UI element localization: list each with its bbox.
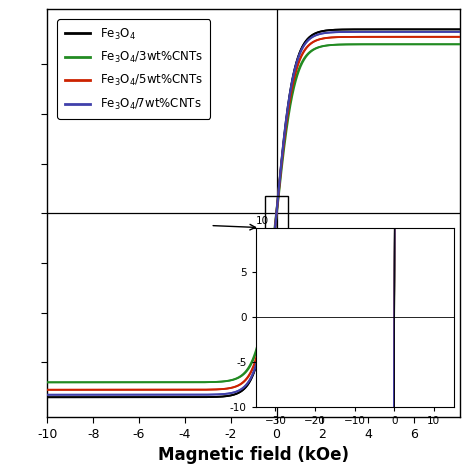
Legend: Fe$_3$O$_4$, Fe$_3$O$_4$/3wt%CNTs, Fe$_3$O$_4$/5wt%CNTs, Fe$_3$O$_4$/7wt%CNTs: Fe$_3$O$_4$, Fe$_3$O$_4$/3wt%CNTs, Fe$_3… [57, 19, 210, 119]
Bar [265, 196, 288, 231]
X-axis label: Magnetic field (kOe): Magnetic field (kOe) [158, 446, 349, 464]
